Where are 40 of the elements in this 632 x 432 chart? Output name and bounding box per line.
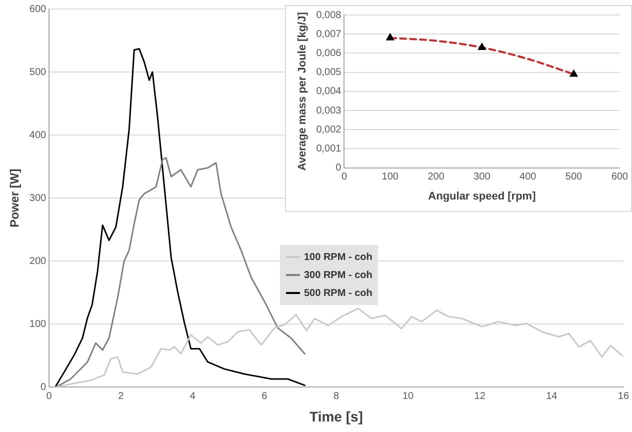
y-tick-label: 0,004: [316, 86, 342, 98]
y-tick-label: 200: [29, 256, 47, 267]
x-tick-label: 200: [428, 172, 445, 183]
y-tick-label: 0,006: [316, 48, 342, 59]
y-tick-label: 0: [336, 162, 342, 174]
x-tick-label: 10: [402, 390, 414, 402]
y-tick-label: 0,002: [316, 124, 342, 136]
x-tick-label: 300: [474, 172, 491, 183]
x-tick-label: 12: [474, 390, 486, 402]
x-tick-label: 8: [333, 390, 340, 402]
y-tick-label: 600: [29, 4, 47, 15]
y-tick-label: 100: [29, 318, 47, 330]
y-tick-label: 400: [29, 130, 47, 141]
point: [570, 70, 578, 77]
point: [386, 33, 394, 40]
x-tick-label: 16: [618, 390, 630, 402]
x-tick-label: 2: [118, 390, 124, 402]
x-tick-label: 6: [262, 390, 268, 402]
y-tick-label: 0,003: [316, 105, 342, 116]
y-axis-title: Average mass per Joule [kg/J]: [296, 12, 309, 171]
x-tick-label: 14: [546, 390, 558, 402]
x-axis-title: Angular speed [rpm]: [428, 190, 536, 202]
y-tick-label: 500: [29, 66, 47, 78]
x-tick-label: 100: [382, 172, 399, 183]
y-tick-label: 0: [40, 382, 47, 393]
x-tick-label: 400: [520, 172, 537, 183]
y-tick-label: 300: [29, 192, 47, 204]
y-tick-label: 0,005: [316, 67, 342, 78]
y-tick-label: 0,001: [316, 143, 342, 154]
x-tick-label: 4: [190, 390, 196, 402]
point: [478, 42, 486, 50]
legend-label: 300 RPM - coh: [303, 268, 372, 282]
x-tick-label: 600: [611, 172, 628, 183]
y-tick-label: 0,008: [316, 10, 342, 21]
legend-label: 500 RPM - coh: [303, 286, 372, 300]
legend-label: 100 RPM - coh: [303, 250, 372, 264]
y-axis-title: Power [W]: [8, 168, 22, 228]
x-axis-title: Time [s]: [310, 408, 363, 424]
x-tick-label: 500: [565, 172, 583, 183]
y-tick-label: 0,007: [316, 28, 342, 40]
